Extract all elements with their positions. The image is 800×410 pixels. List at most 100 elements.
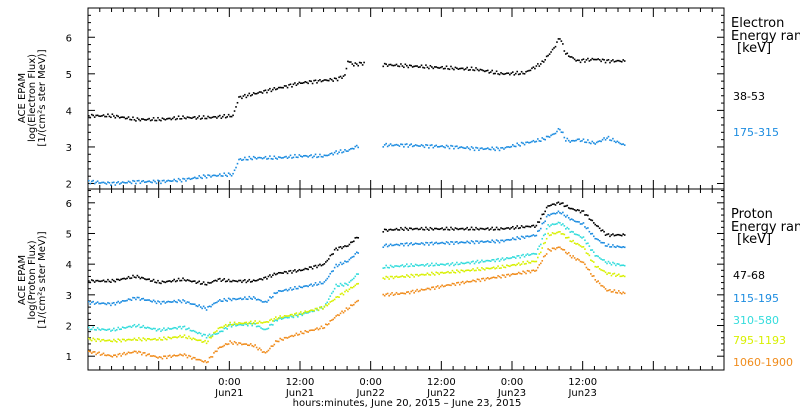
proton-data-point — [413, 243, 415, 245]
proton-data-point — [191, 330, 193, 332]
electron-data-point — [442, 67, 445, 70]
proton-data-point — [320, 282, 323, 285]
proton-data-point — [198, 331, 201, 334]
proton-data-point — [252, 321, 255, 324]
proton-data-point — [155, 281, 158, 284]
proton-data-point — [554, 232, 557, 235]
electron-data-point — [441, 145, 443, 147]
proton-data-point — [485, 259, 488, 262]
electron-data-point — [241, 97, 243, 100]
proton-data-point — [403, 292, 405, 295]
proton-data-point — [113, 279, 115, 282]
electron-data-point — [466, 66, 468, 69]
electron-data-point — [127, 116, 130, 118]
proton-data-point — [407, 291, 410, 293]
proton-data-point — [603, 270, 605, 272]
proton-data-point — [280, 272, 283, 274]
proton-ytick-label: 2 — [66, 322, 72, 333]
proton-data-point — [230, 325, 233, 328]
proton-data-point — [607, 289, 610, 292]
proton-data-point — [244, 279, 246, 281]
proton-data-point — [133, 276, 136, 278]
electron-data-point — [198, 175, 201, 177]
proton-data-point — [182, 336, 184, 338]
proton-data-point — [497, 228, 499, 231]
electron-data-point — [93, 116, 96, 118]
electron-data-point — [513, 145, 516, 148]
electron-data-point — [92, 114, 95, 117]
electron-data-point — [194, 176, 196, 179]
electron-data-point — [486, 69, 489, 72]
electron-data-point — [99, 182, 102, 184]
electron-data-point — [223, 172, 226, 175]
electron-data-point — [537, 63, 539, 65]
proton-data-point — [316, 266, 318, 269]
proton-data-point — [442, 228, 445, 231]
proton-data-point — [428, 244, 430, 246]
proton-data-point — [470, 269, 473, 272]
electron-data-point — [115, 182, 118, 184]
proton-data-point — [220, 326, 223, 329]
electron-data-point — [113, 115, 115, 117]
electron-data-point — [594, 143, 597, 145]
proton-data-point — [560, 224, 563, 226]
proton-data-point — [481, 227, 483, 230]
proton-data-point — [113, 338, 115, 341]
proton-data-point — [211, 281, 214, 283]
proton-data-point — [221, 330, 224, 333]
proton-data-point — [603, 286, 605, 289]
proton-data-point — [467, 280, 470, 283]
proton-data-point — [258, 278, 261, 280]
proton-data-point — [500, 276, 502, 279]
electron-data-point — [445, 65, 448, 68]
electron-data-point — [582, 138, 585, 141]
electron-data-point — [220, 117, 223, 120]
electron-data-point — [534, 141, 536, 143]
electron-data-point — [339, 149, 342, 151]
proton-data-point — [567, 236, 570, 239]
proton-data-point — [117, 278, 120, 281]
proton-data-point — [161, 357, 164, 360]
proton-data-point — [411, 289, 414, 292]
proton-data-point — [495, 258, 498, 261]
proton-data-point — [322, 282, 324, 285]
proton-data-point — [388, 228, 390, 231]
electron-data-point — [221, 175, 224, 177]
proton-data-point — [607, 260, 610, 263]
proton-data-point — [479, 280, 482, 283]
electron-data-point — [105, 115, 108, 118]
proton-data-point — [270, 345, 273, 347]
proton-data-point — [316, 308, 318, 311]
electron-data-point — [485, 69, 488, 72]
proton-data-point — [327, 258, 330, 260]
electron-data-point — [114, 116, 117, 119]
proton-data-point — [494, 267, 496, 270]
proton-data-point — [297, 315, 299, 318]
proton-data-point — [460, 269, 463, 272]
proton-data-point — [351, 286, 354, 289]
electron-data-point — [304, 154, 307, 157]
proton-data-point — [229, 298, 231, 301]
electron-data-point — [420, 144, 423, 146]
proton-data-point — [254, 279, 256, 282]
proton-data-point — [282, 272, 284, 274]
proton-data-point — [353, 277, 355, 280]
proton-data-point — [226, 280, 228, 282]
proton-data-point — [257, 325, 259, 328]
proton-data-point — [108, 302, 111, 305]
proton-data-point — [132, 351, 134, 354]
proton-data-point — [285, 288, 287, 291]
x-tick-time-label: 0:00 — [359, 377, 381, 388]
proton-data-point — [239, 323, 242, 326]
proton-data-point — [145, 278, 148, 281]
electron-data-point — [559, 128, 561, 131]
proton-data-point — [129, 338, 131, 341]
proton-data-point — [226, 300, 228, 302]
proton-legend-title-3: [keV] — [737, 232, 771, 247]
proton-data-point — [170, 301, 173, 303]
proton-data-point — [467, 241, 470, 244]
electron-data-point — [526, 141, 529, 143]
proton-data-point — [276, 272, 279, 275]
proton-data-point — [495, 239, 498, 241]
proton-data-point — [158, 356, 161, 358]
